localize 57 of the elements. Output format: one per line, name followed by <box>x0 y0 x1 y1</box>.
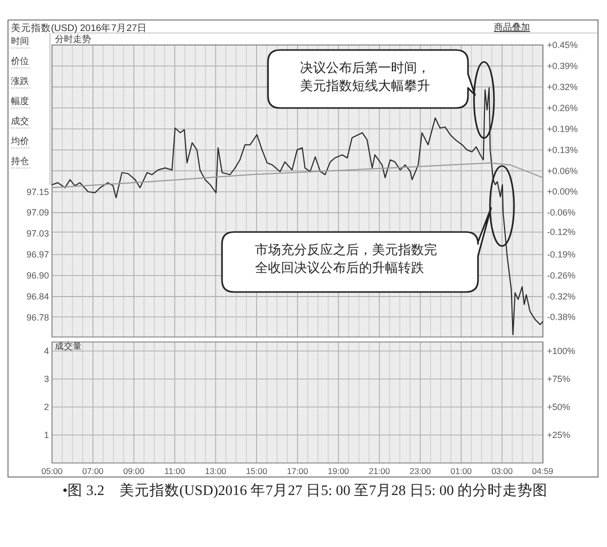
y2-tick-label: +0.39% <box>547 60 578 71</box>
y-tick-label: 3 <box>44 374 49 384</box>
y2-tick-label: +25% <box>547 430 570 440</box>
x-tick-label: 21:00 <box>368 466 390 476</box>
text: 均价 <box>10 136 29 146</box>
x-tick-label: 19:00 <box>328 466 350 476</box>
x-tick-label: 03:00 <box>491 466 513 476</box>
y2-tick-label: +0.13% <box>547 144 578 155</box>
x-tick-label: 04:59 <box>532 466 554 476</box>
annotation: 决议公布后第一时间，美元指数短线大幅攀升 <box>300 59 431 94</box>
text: 成交 <box>11 116 29 126</box>
text: 价位 <box>10 56 29 66</box>
y2-tick-label: +0.06% <box>547 166 578 176</box>
y2-tick-label: +75% <box>547 374 570 384</box>
y-tick-label: 97.03 <box>26 228 49 239</box>
y2-tick-label: +0.32% <box>547 82 578 92</box>
y-tick-label: 1 <box>44 430 49 440</box>
x-tick-label: 13:00 <box>205 466 227 476</box>
text: 时间 <box>11 36 29 46</box>
y2-tick-label: +0.19% <box>547 124 578 134</box>
y-axis-title: 成交量 <box>55 341 82 351</box>
text: 商品叠加 <box>494 22 530 32</box>
y2-tick-label: +0.00% <box>547 186 578 197</box>
y2-tick-label: +100% <box>547 346 576 356</box>
text: 涨跌 <box>11 76 29 86</box>
y-tick-label: 96.84 <box>26 292 49 302</box>
y-tick-label: 4 <box>44 346 49 356</box>
y-tick-label: 97.15 <box>26 186 49 197</box>
line-series <box>51 162 544 188</box>
text: 幅度 <box>11 96 29 106</box>
x-tick-label: 05:00 <box>41 466 63 476</box>
x-tick-label: 01:00 <box>450 466 472 476</box>
y2-tick-label: -0.12% <box>547 227 576 238</box>
x-tick-label: 23:00 <box>410 466 432 476</box>
y-tick-label: 97.09 <box>26 208 49 218</box>
x-tick-label: 17:00 <box>286 466 308 476</box>
y2-tick-label: -0.19% <box>547 250 576 260</box>
y2-tick-label: -0.26% <box>547 270 576 281</box>
y2-tick-label: -0.06% <box>547 208 576 218</box>
chart-subtitle: 分时走势 <box>55 34 91 44</box>
y-tick-label: 2 <box>44 402 49 412</box>
y-tick-label: 96.90 <box>26 270 49 281</box>
chart-title: 美元指数(USD) 2016年7月27日 <box>11 22 148 34</box>
x-tick-label: 15:00 <box>246 466 268 476</box>
y2-tick-label: +0.45% <box>547 40 578 50</box>
x-tick-label: 09:00 <box>123 466 145 476</box>
text: •图 3.2 美元指数(USD)2016 年7月27 日5: 00 至7月28 日5: 00 的分时走势图 <box>62 482 548 501</box>
x-tick-label: 11:00 <box>164 466 186 476</box>
text: 持仓 <box>11 156 29 166</box>
y2-tick-label: +50% <box>547 402 570 412</box>
x-tick-label: 07:00 <box>82 466 104 476</box>
annotation: 市场充分反应之后，美元指数完全收回决议公布后的升幅转跌 <box>255 241 438 276</box>
y2-tick-label: +0.26% <box>547 102 578 113</box>
y-tick-label: 96.78 <box>26 312 49 323</box>
y2-tick-label: -0.32% <box>547 292 576 302</box>
y2-tick-label: -0.38% <box>547 312 576 322</box>
y-tick-label: 96.97 <box>26 250 49 260</box>
